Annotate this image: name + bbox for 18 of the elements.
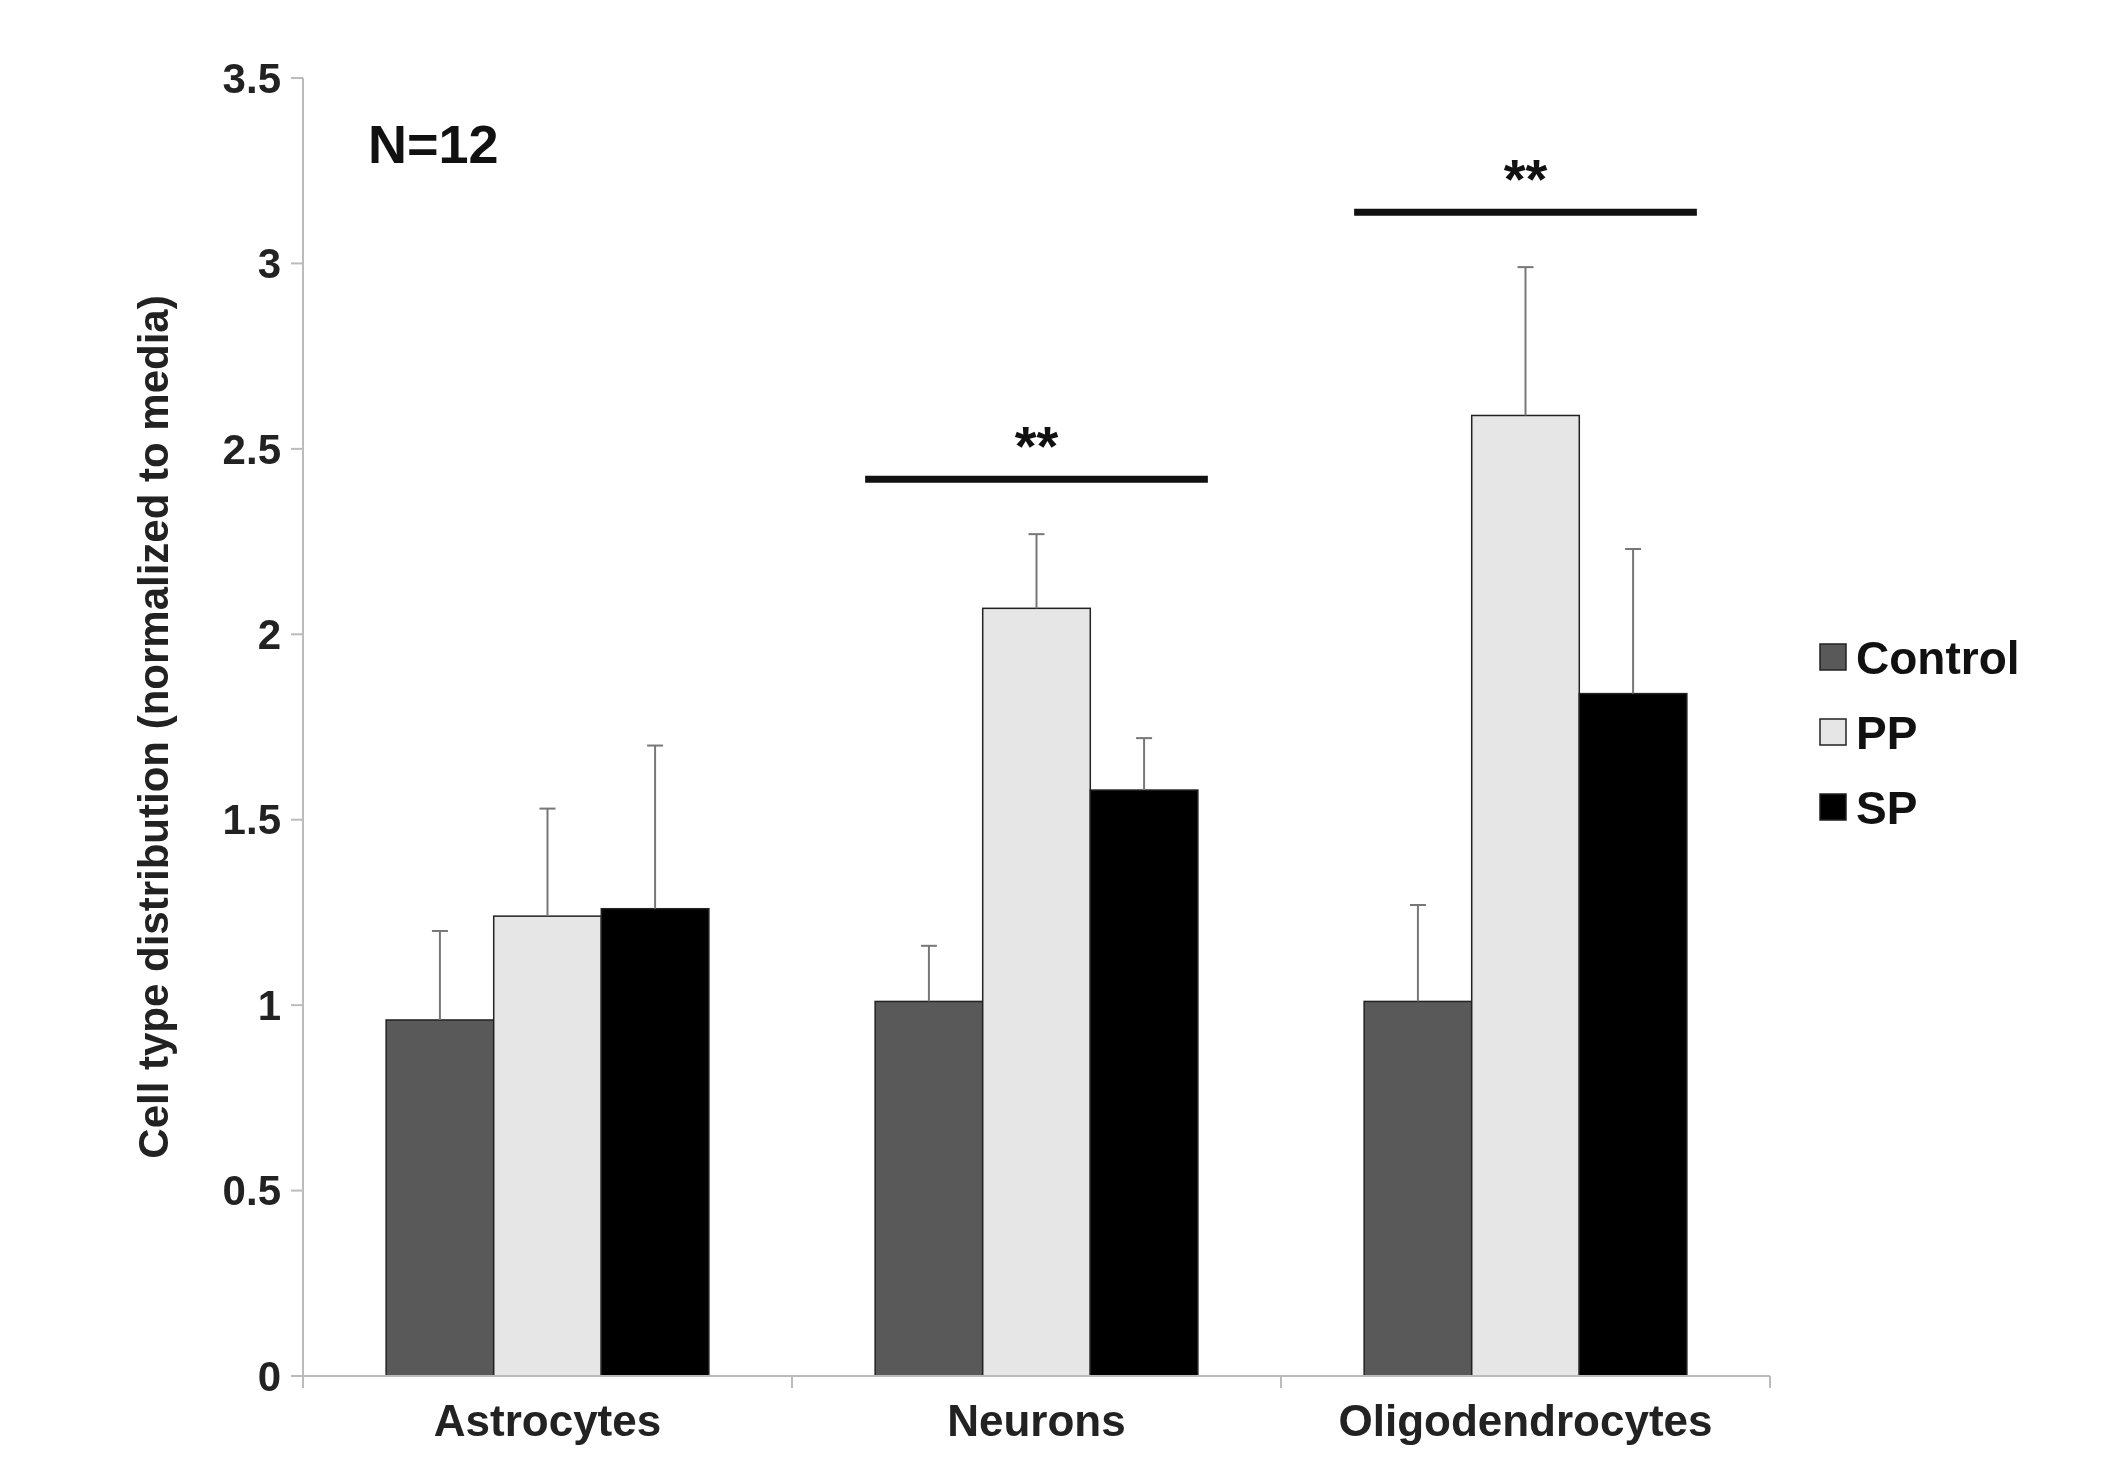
annotation: N=12 bbox=[368, 114, 499, 174]
legend-label: Control bbox=[1856, 632, 2020, 685]
x-tick-label: Astrocytes bbox=[433, 1396, 662, 1445]
y-tick-label: 0.5 bbox=[222, 1167, 281, 1215]
y-tick-label: 2.5 bbox=[222, 425, 281, 473]
y-tick-label: 0 bbox=[257, 1352, 281, 1400]
y-tick-label: 3 bbox=[257, 240, 281, 288]
annotation: ** bbox=[1014, 414, 1059, 478]
x-tick-label: Oligodendrocytes bbox=[1338, 1396, 1713, 1445]
y-tick-label: 1 bbox=[257, 981, 281, 1029]
legend-label: PP bbox=[1856, 707, 1918, 760]
y-tick-label: 1.5 bbox=[222, 796, 281, 844]
y-tick-label: 2 bbox=[257, 610, 281, 658]
x-tick-label: Neurons bbox=[947, 1396, 1126, 1445]
y-axis-title: Cell type distribution (normalized to media) bbox=[130, 295, 177, 1159]
legend-label: SP bbox=[1856, 782, 1918, 835]
annotation: ** bbox=[1503, 147, 1548, 211]
y-tick-label: 3.5 bbox=[222, 54, 281, 102]
